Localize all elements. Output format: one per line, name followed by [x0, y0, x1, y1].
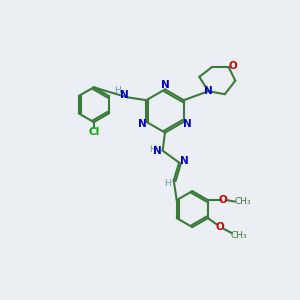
Text: N: N: [204, 85, 213, 96]
Text: N: N: [138, 119, 147, 129]
Text: N: N: [180, 156, 189, 166]
Text: H: H: [150, 145, 156, 154]
Text: H: H: [114, 86, 121, 95]
Text: Cl: Cl: [88, 127, 99, 137]
Text: CH₃: CH₃: [230, 231, 247, 240]
Text: N: N: [160, 80, 169, 90]
Text: N: N: [153, 146, 162, 156]
Text: O: O: [215, 221, 224, 232]
Text: O: O: [229, 61, 238, 71]
Text: H: H: [164, 178, 170, 188]
Text: N: N: [183, 119, 192, 129]
Text: O: O: [218, 195, 227, 205]
Text: CH₃: CH₃: [235, 197, 251, 206]
Text: N: N: [120, 90, 129, 100]
